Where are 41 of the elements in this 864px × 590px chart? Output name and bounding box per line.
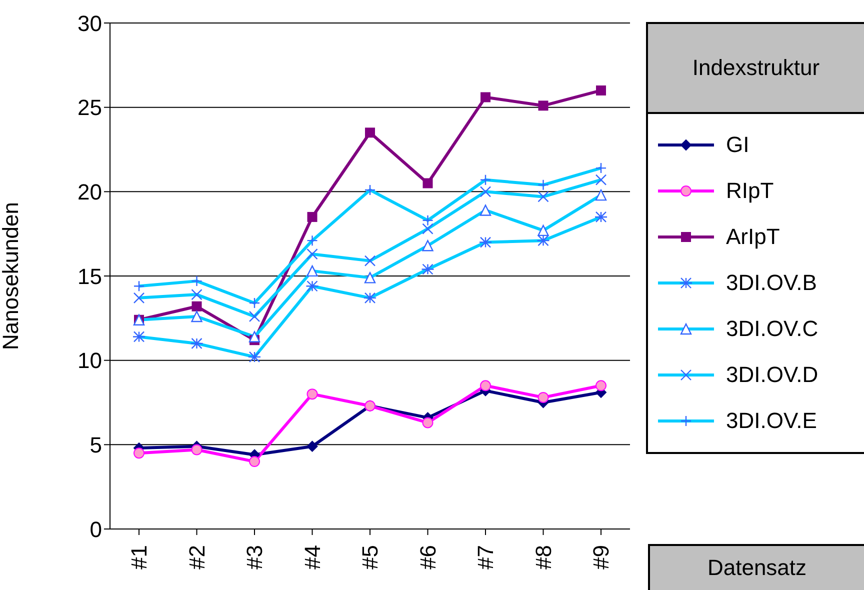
legend-label: ArIpT <box>726 224 780 250</box>
x-tick-label: #1 <box>126 545 152 570</box>
point <box>191 444 202 456</box>
point <box>249 456 260 468</box>
legend-label: RIpT <box>726 178 774 204</box>
x-tick-label: #7 <box>473 545 498 570</box>
point <box>192 301 202 312</box>
x-tick-label: #4 <box>300 545 325 570</box>
point <box>480 92 490 102</box>
legend-label: 3DI.OV.C <box>726 316 818 342</box>
point <box>307 212 318 222</box>
y-tick-label: 0 <box>90 516 102 542</box>
point <box>365 128 375 138</box>
point <box>422 178 433 188</box>
point <box>306 440 318 452</box>
legend-label: 3DI.OV.D <box>726 362 818 388</box>
point <box>538 100 548 111</box>
y-tick-label: 15 <box>78 264 102 289</box>
x-tick-label: #3 <box>242 545 267 570</box>
y-axis-title: Nanosekunden <box>0 202 23 350</box>
x-tick-label: #8 <box>530 545 556 570</box>
legend-label: GI <box>726 132 750 158</box>
point <box>538 392 549 403</box>
y-tick-label: 20 <box>78 179 102 204</box>
legend-title: Indexstruktur <box>648 24 864 114</box>
point <box>134 448 144 459</box>
x-tick-label: #5 <box>358 545 382 570</box>
point <box>422 417 434 428</box>
x-tick-label: #2 <box>184 545 210 570</box>
point <box>596 85 606 96</box>
y-tick-label: 10 <box>78 348 102 374</box>
x-tick-label: #9 <box>588 545 614 570</box>
point <box>596 380 606 392</box>
x-tick-label: #6 <box>415 545 440 570</box>
y-tick-label: 30 <box>78 10 102 36</box>
point <box>306 388 318 400</box>
y-tick-label: 25 <box>78 95 102 120</box>
legend-label: 3DI.OV.E <box>726 408 817 434</box>
legend-label: 3DI.OV.B <box>726 270 817 296</box>
y-tick-label: 5 <box>90 432 102 458</box>
point <box>480 380 491 392</box>
